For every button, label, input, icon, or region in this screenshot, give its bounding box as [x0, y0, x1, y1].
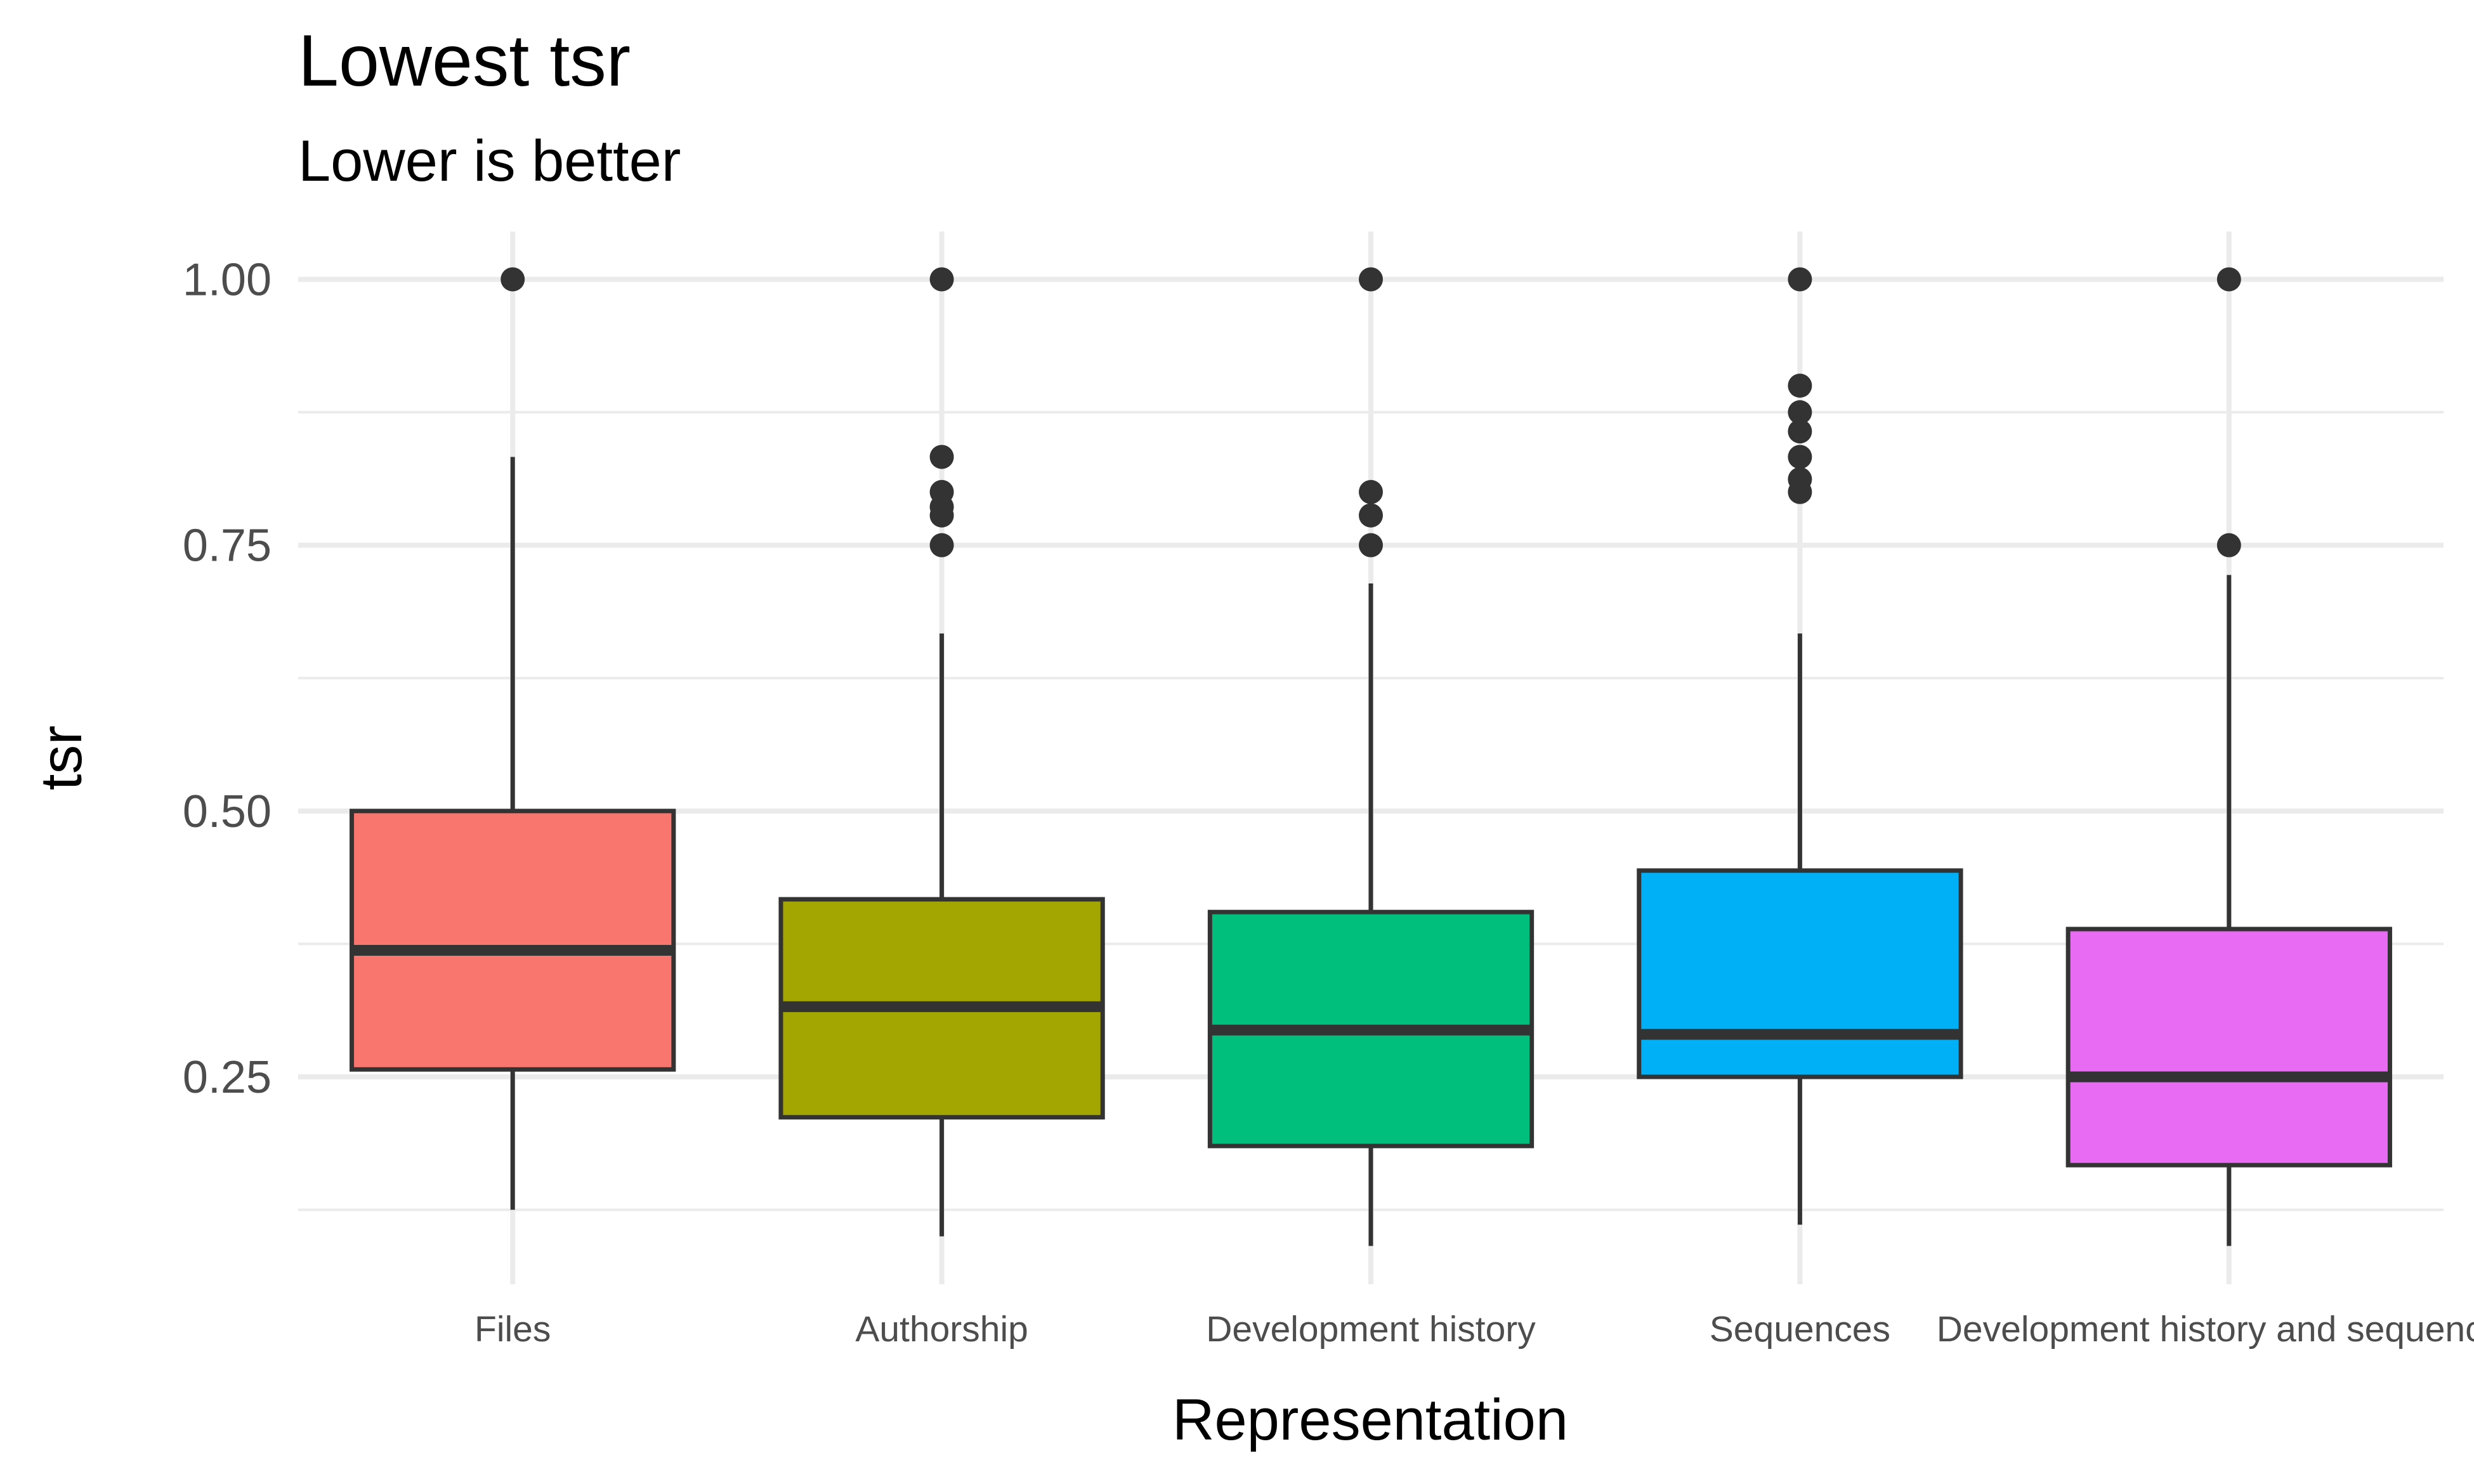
- chart-subtitle: Lower is better: [298, 129, 681, 193]
- outlier-point: [1359, 533, 1383, 557]
- outlier-point: [1788, 445, 1812, 469]
- outlier-point: [1788, 400, 1812, 425]
- outlier-point: [1359, 479, 1383, 504]
- y-tick-label: 1.00: [183, 254, 272, 305]
- outlier-point: [2216, 533, 2241, 557]
- boxes: [350, 267, 2392, 1246]
- outlier-point: [1788, 419, 1812, 444]
- box: [2065, 927, 2392, 1168]
- box-group: [2065, 267, 2392, 1246]
- x-tick-label: Development history and sequences: [1937, 1309, 2474, 1350]
- outlier-point: [929, 445, 954, 469]
- x-tick-label: Development history: [1206, 1309, 1536, 1350]
- x-axis-ticks: Files Authorship Development history Sequen…: [475, 1309, 2474, 1350]
- outlier-point: [1788, 467, 1812, 491]
- x-tick-label: Sequences: [1710, 1309, 1890, 1350]
- box-group: [350, 267, 676, 1210]
- y-axis-title: tsr: [29, 726, 94, 790]
- x-tick-label: Authorship: [855, 1309, 1028, 1350]
- outlier-point: [501, 267, 525, 292]
- chart-title: Lowest tsr: [298, 20, 631, 101]
- outlier-point: [1788, 267, 1812, 292]
- y-axis-ticks: 0.25 0.50 0.75 1.00: [183, 254, 272, 1103]
- x-tick-label: Files: [475, 1309, 551, 1350]
- outlier-point: [929, 533, 954, 557]
- box: [1637, 868, 1963, 1079]
- box-group: [778, 267, 1105, 1237]
- y-tick-label: 0.25: [183, 1052, 272, 1103]
- outlier-point: [2216, 267, 2241, 292]
- outlier-point: [929, 267, 954, 292]
- y-tick-label: 0.75: [183, 521, 272, 571]
- outlier-point: [1359, 267, 1383, 292]
- outlier-point: [1359, 503, 1383, 528]
- box: [350, 809, 676, 1072]
- y-tick-label: 0.50: [183, 786, 272, 837]
- x-axis-title: Representation: [1172, 1388, 1568, 1452]
- outlier-point: [929, 479, 954, 504]
- outlier-point: [1788, 374, 1812, 398]
- box-group: [1207, 267, 1535, 1246]
- box-group: [1637, 267, 1963, 1225]
